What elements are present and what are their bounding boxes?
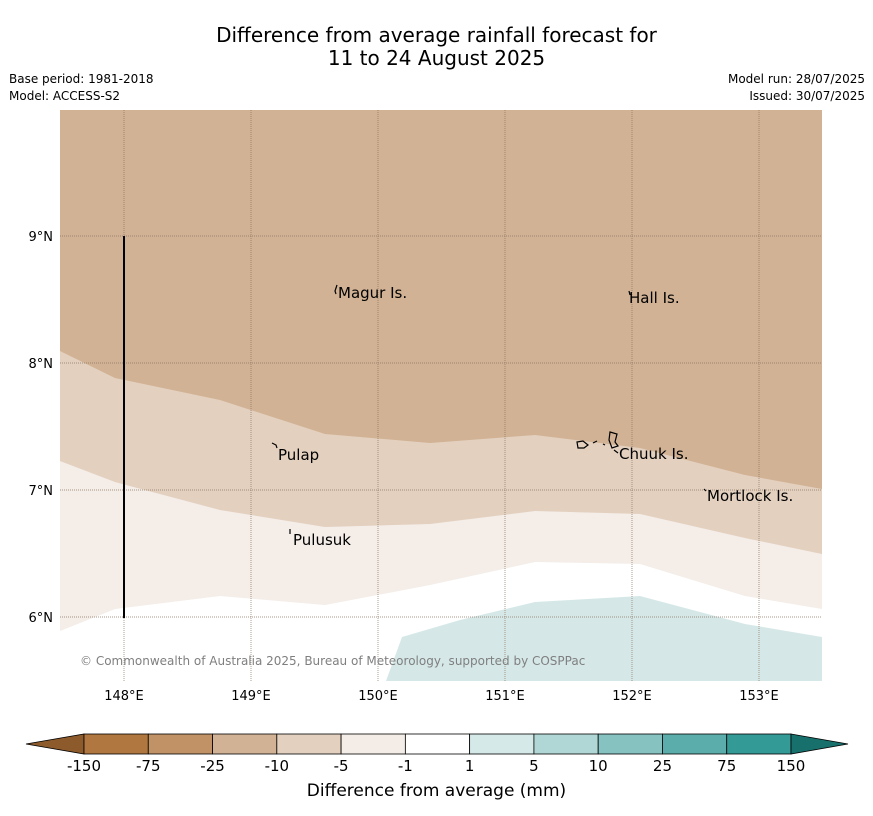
chuuk-island-shape-2 xyxy=(592,440,598,444)
map-shading xyxy=(60,110,822,681)
meta-left: Base period: 1981-2018 Model: ACCESS-S2 xyxy=(9,71,154,105)
colorbar-extend-low xyxy=(25,733,85,755)
colorbar-segment xyxy=(83,733,149,755)
map-title-line2: 11 to 24 August 2025 xyxy=(327,46,546,70)
mortlock-island-shape xyxy=(703,488,707,492)
colorbar-segment xyxy=(404,733,471,755)
chuuk-island-shape-5 xyxy=(613,449,619,454)
colorbar-tick-label: -5 xyxy=(334,757,349,775)
colorbar-tick-label: 75 xyxy=(717,757,736,775)
model-text: Model: ACCESS-S2 xyxy=(9,89,121,103)
place-label-pulusuk: Pulusuk xyxy=(293,531,351,549)
place-label-mortlock: Mortlock Is. xyxy=(707,487,793,505)
hall-island-shape xyxy=(628,290,631,296)
colorbar-tick-label: 150 xyxy=(777,757,806,775)
colorbar-segment xyxy=(533,733,599,755)
colorbar-segment xyxy=(662,733,728,755)
chuuk-island-shape-3 xyxy=(602,443,606,446)
colorbar-segment xyxy=(212,733,278,755)
colorbar-segment xyxy=(597,733,663,755)
lon-tick-150e: 150°E xyxy=(358,689,398,704)
issued-text: Issued: 30/07/2025 xyxy=(749,89,865,103)
meta-right: Model run: 28/07/2025 Issued: 30/07/2025 xyxy=(728,71,865,105)
lon-tick-149e: 149°E xyxy=(231,689,271,704)
island-outlines xyxy=(271,284,707,534)
place-label-pulap: Pulap xyxy=(278,446,319,464)
base-period-text: Base period: 1981-2018 xyxy=(9,72,154,86)
place-label-hall: Hall Is. xyxy=(629,289,680,307)
gridlines xyxy=(60,110,822,681)
lon-tick-153e: 153°E xyxy=(739,689,779,704)
colorbar-title: Difference from average (mm) xyxy=(306,781,567,801)
lon-tick-152e: 152°E xyxy=(612,689,652,704)
colorbar-tick-label: 10 xyxy=(589,757,608,775)
place-label-magur: Magur Is. xyxy=(338,284,407,302)
chuuk-island-shape-1 xyxy=(576,440,589,449)
place-labels: Magur Is. Hall Is. Pulap Chuuk Is. Mortl… xyxy=(278,284,793,549)
colorbar-segment xyxy=(276,733,342,755)
longitude-tick-labels: 148°E 149°E 150°E 151°E 152°E 153°E xyxy=(104,689,779,704)
colorbar-tick-label: 1 xyxy=(465,757,475,775)
colorbar-tick-label: -75 xyxy=(136,757,161,775)
colorbar-segments xyxy=(25,733,849,755)
place-label-chuuk: Chuuk Is. xyxy=(619,445,688,463)
colorbar-tick-label: 5 xyxy=(529,757,539,775)
colorbar-segment xyxy=(469,733,535,755)
colorbar-tick-label: -25 xyxy=(200,757,225,775)
magur-island-shape xyxy=(334,284,338,295)
chuuk-island-shape-4 xyxy=(608,431,619,449)
lat-tick-6n: 6°N xyxy=(29,611,54,626)
lat-tick-9n: 9°N xyxy=(29,230,54,245)
model-run-text: Model run: 28/07/2025 xyxy=(727,72,865,86)
colorbar-extend-high xyxy=(790,733,849,755)
colorbar-tick-label: -150 xyxy=(67,757,101,775)
lat-tick-8n: 8°N xyxy=(29,357,54,372)
colorbar-tick-label: 25 xyxy=(653,757,672,775)
lon-tick-148e: 148°E xyxy=(104,689,144,704)
pulap-island-shape xyxy=(271,442,278,449)
copyright-text: © Commonwealth of Australia 2025, Bureau… xyxy=(80,654,585,668)
latitude-tick-labels: 9°N 8°N 7°N 6°N xyxy=(29,230,54,626)
colorbar-tick-label: -10 xyxy=(265,757,290,775)
map-title-line1: Difference from average rainfall forecas… xyxy=(216,23,657,47)
colorbar-tick-label: -1 xyxy=(398,757,413,775)
lat-tick-7n: 7°N xyxy=(29,484,54,499)
lon-tick-151e: 151°E xyxy=(485,689,525,704)
colorbar-segment xyxy=(726,733,792,755)
colorbar-segment xyxy=(340,733,406,755)
colorbar-labels: -150 -75 -25 -10 -5 -1 1 5 10 25 75 150 xyxy=(67,757,805,775)
colorbar-segment xyxy=(147,733,213,755)
